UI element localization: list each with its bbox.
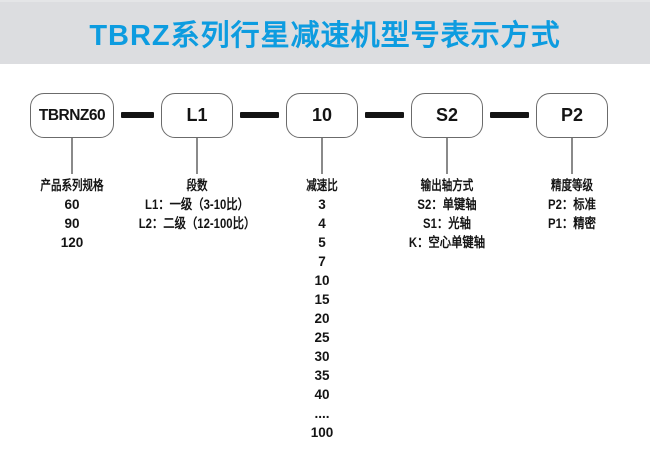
column-item: 4 <box>318 216 326 231</box>
column-item: P1：精密 <box>548 216 596 231</box>
model-box-accuracy: P2 <box>536 93 608 138</box>
column-accuracy: 精度等级 P2：标准 P1：精密 <box>507 176 637 233</box>
model-box-series: TBRNZ60 <box>30 93 114 138</box>
column-item: 20 <box>314 311 330 326</box>
drop-line <box>71 138 73 174</box>
column-item: 100 <box>310 425 334 440</box>
column-output-shaft: 输出轴方式 S2：单键轴 S1：光轴 K：空心单键轴 <box>367 176 527 252</box>
connector-line <box>490 112 529 118</box>
column-item: 35 <box>314 368 330 383</box>
column-item: 30 <box>314 349 330 364</box>
model-box-ratio: 10 <box>286 93 358 138</box>
column-series: 产品系列规格 60 90 120 <box>17 176 127 252</box>
drop-line <box>321 138 323 174</box>
title-bar: TBRZ系列行星减速机型号表示方式 <box>0 0 650 64</box>
connector-line <box>365 112 404 118</box>
column-item: 7 <box>318 254 326 269</box>
column-item: L2：二级（12-100比） <box>138 216 256 231</box>
column-item: S2：单键轴 <box>417 197 477 212</box>
column-heading: 减速比 <box>306 178 338 193</box>
column-item: 120 <box>60 235 84 250</box>
drop-line <box>196 138 198 174</box>
column-item: L1：一级（3-10比） <box>145 197 249 212</box>
column-item: K：空心单键轴 <box>408 235 486 250</box>
column-ratios: 减速比 3 4 5 7 10 15 20 25 30 35 40 .... 10… <box>277 176 367 442</box>
page-title: TBRZ系列行星减速机型号表示方式 <box>89 20 561 52</box>
column-stages: 段数 L1：一级（3-10比） L2：二级（12-100比） <box>107 176 287 233</box>
column-item: 3 <box>318 197 326 212</box>
column-heading: 产品系列规格 <box>40 178 104 193</box>
column-item: S1：光轴 <box>423 216 471 231</box>
drop-line <box>446 138 448 174</box>
column-item-ellipsis: .... <box>314 406 330 421</box>
column-item: 15 <box>314 292 330 307</box>
model-box-shaft: S2 <box>411 93 483 138</box>
model-box-stage: L1 <box>161 93 233 138</box>
column-heading: 段数 <box>186 178 208 193</box>
column-item: 40 <box>314 387 330 402</box>
connector-line <box>240 112 279 118</box>
column-heading: 精度等级 <box>550 178 594 193</box>
column-item: 10 <box>314 273 330 288</box>
column-item: 25 <box>314 330 330 345</box>
column-item: 60 <box>64 197 80 212</box>
column-heading: 输出轴方式 <box>420 178 474 193</box>
connector-line <box>121 112 154 118</box>
column-item: 90 <box>64 216 80 231</box>
column-item: P2：标准 <box>548 197 596 212</box>
column-item: 5 <box>318 235 326 250</box>
drop-line <box>571 138 573 174</box>
